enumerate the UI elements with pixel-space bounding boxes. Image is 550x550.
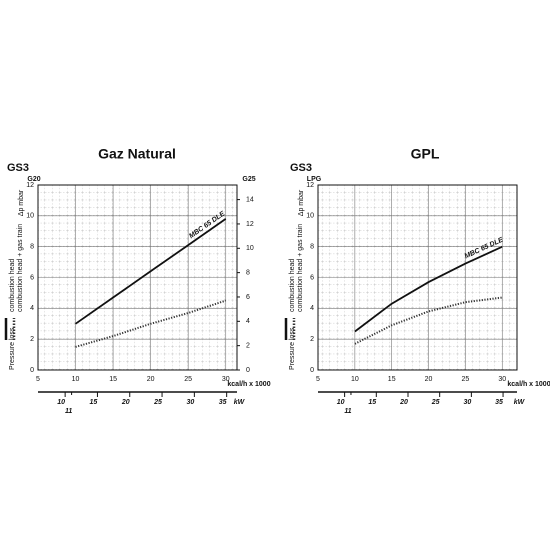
y-tick-label: 4 <box>30 305 34 312</box>
series-line <box>74 218 227 325</box>
x-tick-label: 25 <box>462 376 470 383</box>
series-line <box>354 245 503 333</box>
x-tick-label: 30 <box>498 376 506 383</box>
plot-frame <box>37 184 238 371</box>
y-tick-label: 8 <box>310 244 314 251</box>
y2-tick-label: 2 <box>246 343 250 350</box>
legend-title: Pressure loss <box>289 327 296 370</box>
y-tick-label: 0 <box>30 367 34 374</box>
plot-frame <box>317 184 518 371</box>
y-tick-label: 10 <box>306 213 314 220</box>
x2-tick-label: 20 <box>121 399 130 406</box>
legend-label: combustion head <box>289 259 296 312</box>
y-axis-label: Δp mbar <box>18 189 25 216</box>
x2-tick-label: 10 <box>337 399 345 406</box>
chart-title: GPL <box>411 146 440 162</box>
x2-tick-label: 11 <box>344 408 351 415</box>
series-line <box>75 299 227 348</box>
y2-tick-label: 12 <box>246 221 254 228</box>
x2-tick-label: 10 <box>57 399 65 406</box>
x2-tick-label: 30 <box>463 399 471 406</box>
y2-top-label: G25 <box>242 176 255 183</box>
y-tick-label: 10 <box>26 213 34 220</box>
x2-tick-label: 15 <box>90 399 98 406</box>
legend: Pressure loss combustion head + gas train… <box>284 224 304 370</box>
model-label: GS3 <box>7 162 29 174</box>
x2-tick-label: 35 <box>495 399 503 406</box>
legend-label: combustion head <box>9 259 16 312</box>
x-tick-label: 25 <box>184 376 192 383</box>
x2-axis-label: kW <box>234 399 246 406</box>
series-line <box>354 296 503 345</box>
x-tick-label: 5 <box>36 376 40 383</box>
y-tick-label: 4 <box>310 305 314 312</box>
y-tick-label: 6 <box>30 274 34 281</box>
y-top-label: G20 <box>27 176 40 183</box>
y2-tick-label: 0 <box>246 367 250 374</box>
x2-tick-label: 35 <box>219 399 227 406</box>
x-tick-label: 15 <box>109 376 117 383</box>
x2-tick-label: 25 <box>431 399 440 406</box>
y2-tick-label: 4 <box>246 318 250 325</box>
x-tick-label: 20 <box>425 376 433 383</box>
y-tick-label: 0 <box>310 367 314 374</box>
y-top-label: LPG <box>307 176 322 183</box>
x-axis-label: kcal/h x 1000 <box>227 381 270 388</box>
legend: Pressure loss combustion head + gas train… <box>4 224 24 370</box>
y2-tick-label: 14 <box>246 196 254 203</box>
x-tick-label: 20 <box>147 376 155 383</box>
y2-tick-label: 6 <box>246 294 250 301</box>
y-axis-label: Δp mbar <box>298 189 305 216</box>
y-tick-label: 6 <box>310 274 314 281</box>
y-tick-label: 2 <box>310 336 314 343</box>
x-tick-label: 15 <box>388 376 396 383</box>
chart-title: Gaz Natural <box>98 146 176 162</box>
x-tick-label: 10 <box>351 376 359 383</box>
legend-label: combustion head + gas train <box>297 224 304 312</box>
x2-tick-label: 25 <box>153 399 162 406</box>
legend-label: combustion head + gas train <box>17 224 24 312</box>
y-tick-label: 2 <box>30 336 34 343</box>
y-tick-label: 12 <box>306 182 314 189</box>
x2-tick-label: 11 <box>65 408 72 415</box>
x2-axis-label: kW <box>514 399 526 406</box>
y2-tick-label: 8 <box>246 269 250 276</box>
x-tick-label: 30 <box>222 376 230 383</box>
x-axis-label: kcal/h x 1000 <box>507 381 550 388</box>
x-tick-label: 10 <box>72 376 80 383</box>
model-label: GS3 <box>290 162 312 174</box>
y-tick-label: 12 <box>26 182 34 189</box>
x2-tick-label: 15 <box>368 399 376 406</box>
x2-tick-label: 30 <box>186 399 194 406</box>
legend-title: Pressure loss <box>9 327 16 370</box>
y-tick-label: 8 <box>30 244 34 251</box>
y2-tick-label: 10 <box>246 245 254 252</box>
x-tick-label: 5 <box>316 376 320 383</box>
x2-tick-label: 20 <box>399 399 408 406</box>
